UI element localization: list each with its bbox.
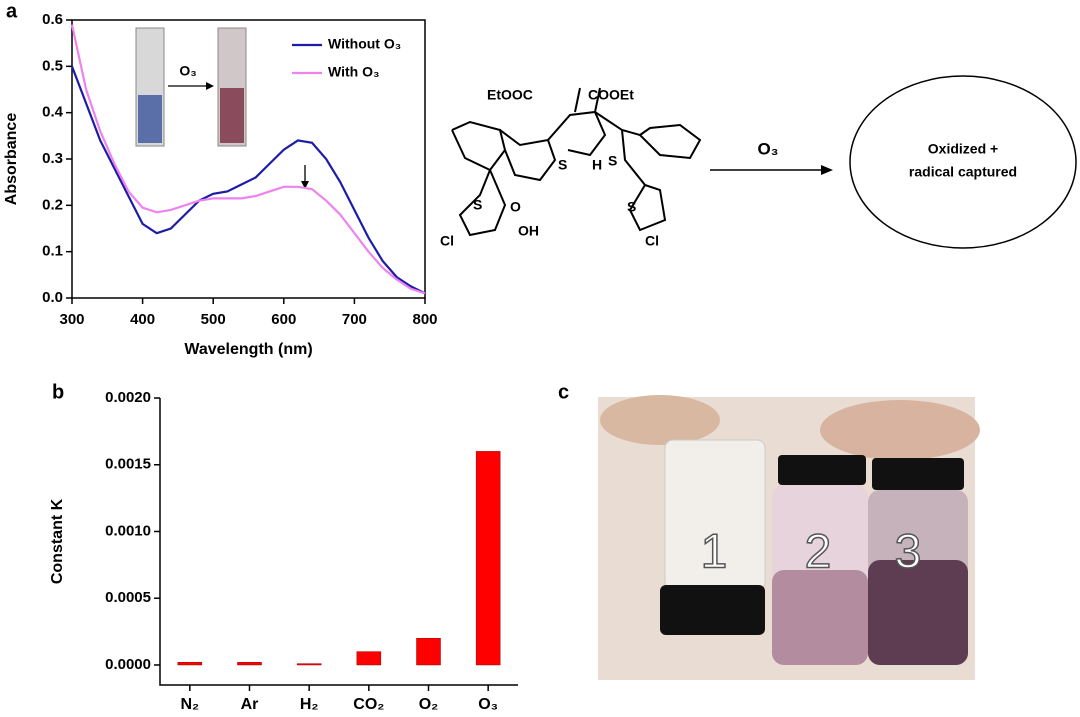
structure: EtOOC COOEt S S S S H Cl Cl O OH <box>440 87 702 249</box>
panel-label: a <box>6 0 18 22</box>
x-tick-label: Ar <box>241 696 259 713</box>
atom: S <box>608 153 617 169</box>
y-axis-label: Constant K <box>49 498 66 584</box>
bar <box>475 451 501 666</box>
x-tick-label: 800 <box>412 311 437 328</box>
y-tick-label: 0.0015 <box>105 456 151 473</box>
photo <box>598 395 980 680</box>
line-series <box>70 24 426 295</box>
y-tick-label: 0.3 <box>42 150 63 167</box>
atom: Cl <box>440 233 454 249</box>
atom: S <box>627 199 636 215</box>
atom: COOEt <box>588 87 634 103</box>
atom: H <box>592 157 602 173</box>
y-tick-label: 0.5 <box>42 57 63 74</box>
vial-label: 1 <box>701 526 728 579</box>
bar <box>296 663 322 666</box>
x-tick-label: 400 <box>130 311 155 328</box>
legend-label: Without O₃ <box>328 36 401 52</box>
x-tick-label: O₃ <box>478 696 498 713</box>
y-tick-label: 0.0005 <box>105 589 151 606</box>
x-tick-label: N₂ <box>180 696 199 713</box>
atom: S <box>558 157 567 173</box>
product-label: Oxidized + <box>928 141 998 157</box>
y-tick-label: 0.0 <box>42 289 63 306</box>
atom: Cl <box>645 233 659 249</box>
y-tick-label: 0.6 <box>42 11 63 28</box>
atom: O <box>510 199 521 215</box>
inset: O₃ <box>135 27 247 147</box>
y-tick-label: 0.0020 <box>105 389 151 406</box>
panel-label: b <box>52 381 64 403</box>
product-label: radical captured <box>909 164 1017 180</box>
arrow-label: O₃ <box>757 139 778 158</box>
bar <box>177 662 203 666</box>
axes <box>159 398 518 686</box>
x-tick-label: H₂ <box>300 696 319 713</box>
x-tick-label: 700 <box>342 311 367 328</box>
x-tick-label: CO₂ <box>353 696 384 713</box>
x-tick-label: 300 <box>59 311 84 328</box>
inset-label: O₃ <box>179 63 196 79</box>
line-series <box>70 65 426 295</box>
atom: EtOOC <box>487 87 533 103</box>
vial-label: 2 <box>805 526 832 579</box>
bar <box>237 662 262 666</box>
x-axis-label: Wavelength (nm) <box>184 341 312 358</box>
bar <box>356 651 382 666</box>
bar <box>416 638 441 666</box>
y-axis-label: Absorbance <box>3 113 20 206</box>
legend-label: With O₃ <box>328 64 379 80</box>
y-tick-label: 0.1 <box>42 243 63 260</box>
atom: OH <box>518 223 539 239</box>
atom: S <box>473 197 482 213</box>
x-tick-label: 600 <box>271 311 296 328</box>
vial-label: 3 <box>895 526 922 579</box>
x-tick-label: 500 <box>201 311 226 328</box>
y-tick-label: 0.2 <box>42 196 63 213</box>
y-tick-label: 0.4 <box>42 104 64 121</box>
x-tick-label: O₂ <box>419 696 439 713</box>
y-tick-label: 0.0010 <box>105 522 151 539</box>
y-tick-label: 0.0000 <box>105 656 151 673</box>
panel-label: c <box>558 381 569 403</box>
